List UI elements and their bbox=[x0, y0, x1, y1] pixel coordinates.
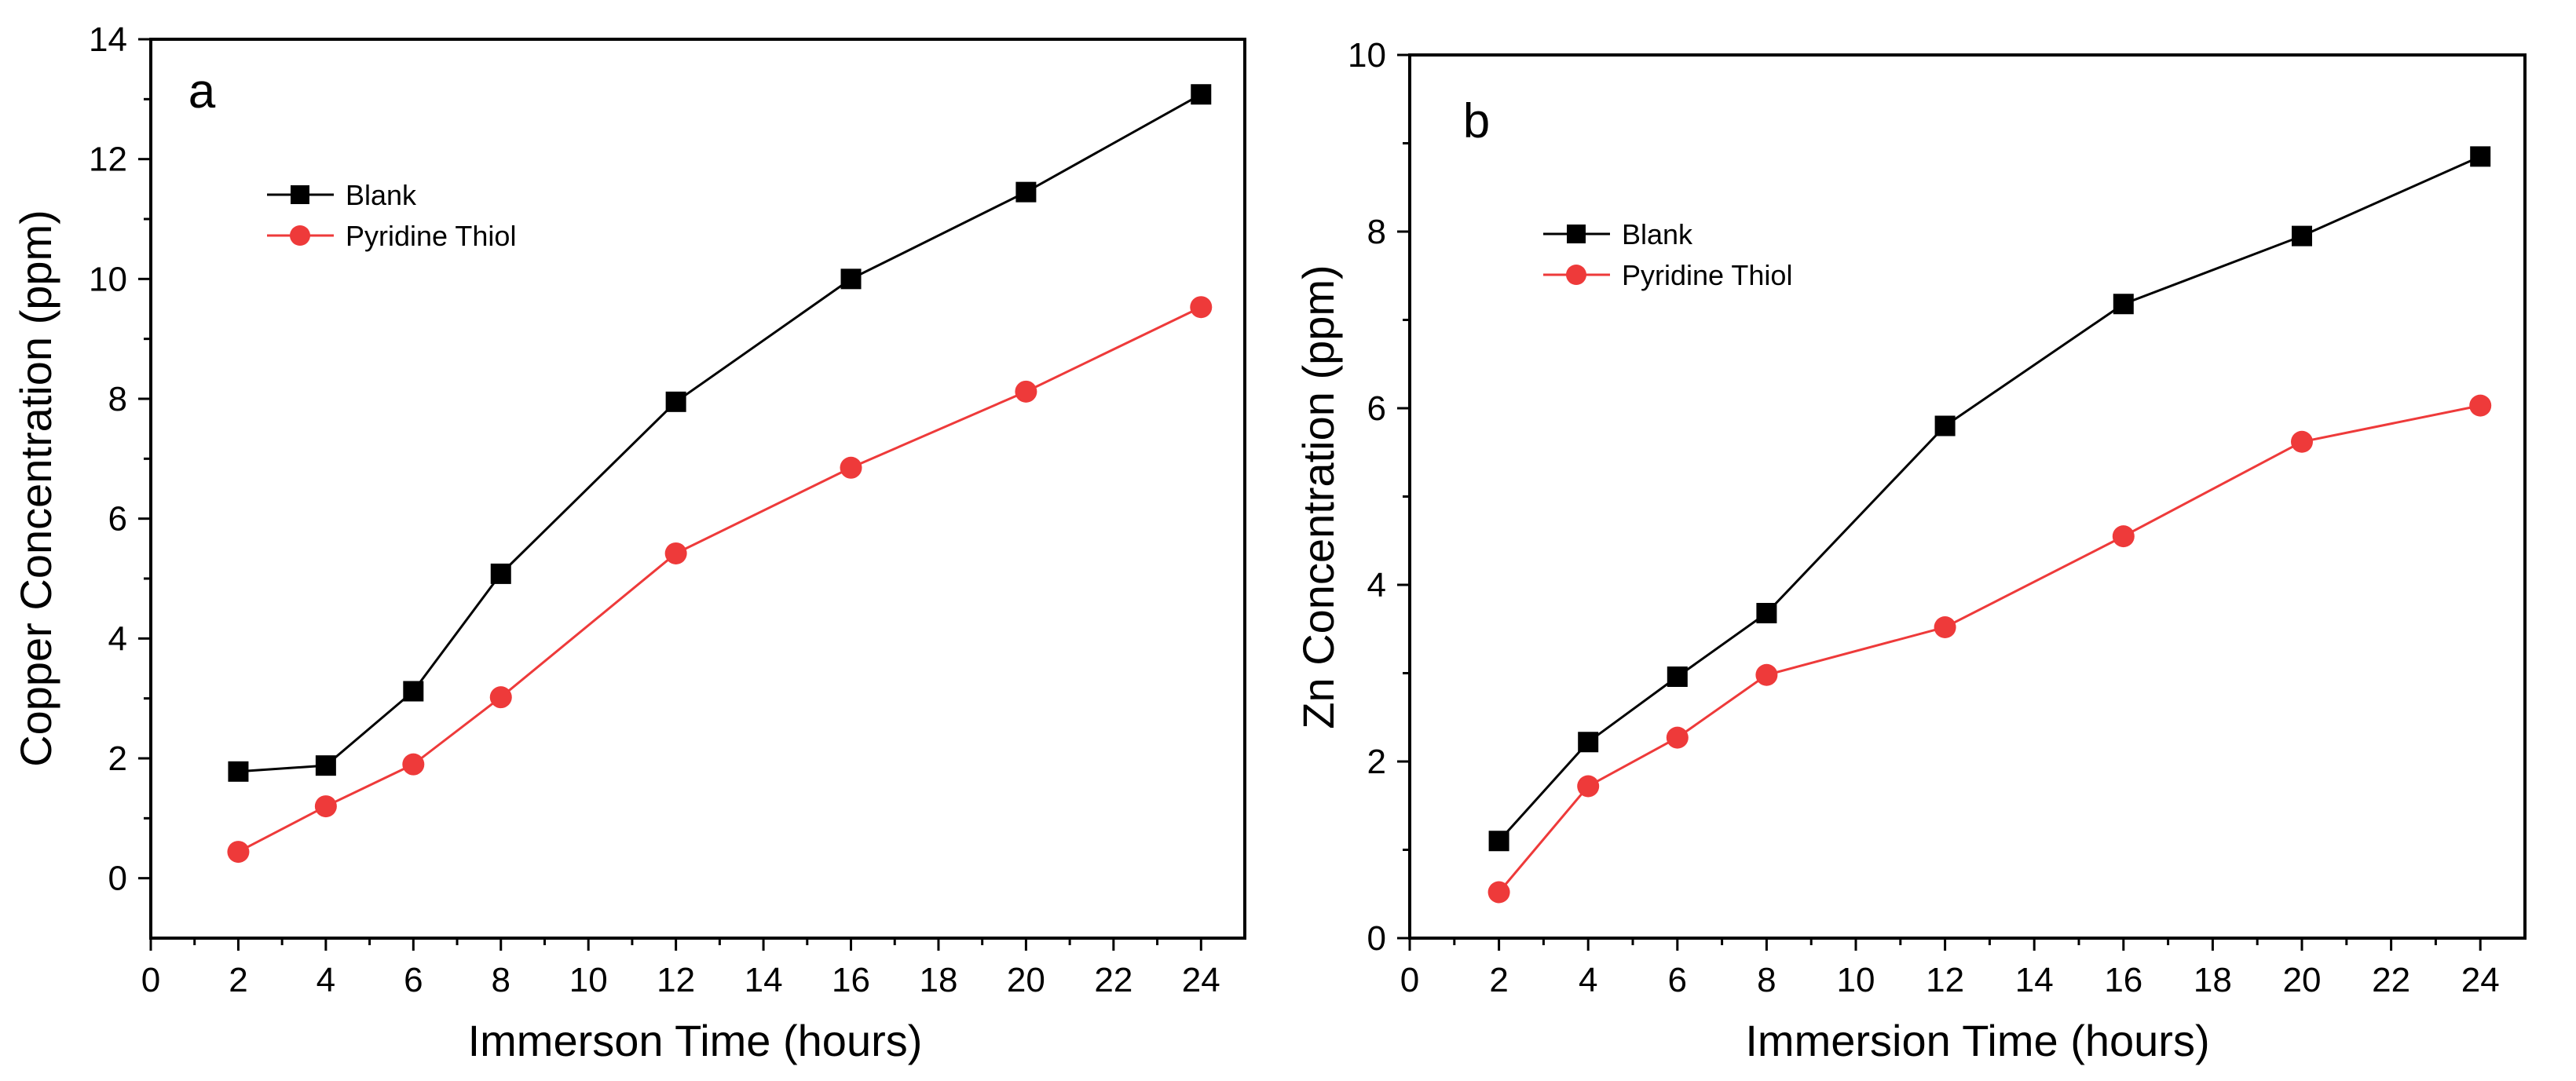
data-point-blank bbox=[490, 563, 511, 584]
data-point-pyridine-thiol bbox=[664, 542, 687, 564]
x-tick-label: 2 bbox=[1489, 961, 1508, 999]
data-point-blank bbox=[2113, 294, 2134, 315]
x-tick-label: 6 bbox=[404, 961, 423, 999]
data-point-pyridine-thiol bbox=[314, 795, 337, 818]
x-tick-label: 20 bbox=[1007, 961, 1045, 999]
data-point-pyridine-thiol bbox=[1577, 775, 1600, 798]
data-point-blank bbox=[1934, 415, 1956, 436]
data-point-blank bbox=[315, 755, 336, 776]
chart-panel-a: 0 2 4 6 8 10 12 14 16 18 20 22 2402468101214Immerson… bbox=[11, 20, 1246, 1065]
data-point-pyridine-thiol bbox=[1190, 296, 1213, 319]
data-point-blank bbox=[665, 391, 686, 412]
x-tick-label: 4 bbox=[317, 961, 335, 999]
data-point-blank bbox=[228, 761, 249, 782]
panel-label: a bbox=[188, 64, 216, 119]
data-point-pyridine-thiol bbox=[2291, 430, 2313, 453]
data-point-pyridine-thiol bbox=[1666, 726, 1689, 749]
y-tick-label: 0 bbox=[108, 860, 127, 898]
data-point-blank bbox=[2470, 146, 2491, 167]
y-tick-label: 8 bbox=[1367, 213, 1386, 251]
x-tick-label: 24 bbox=[1182, 961, 1220, 999]
y-tick-label: 4 bbox=[1367, 566, 1386, 604]
data-point-blank bbox=[403, 681, 424, 702]
series-line-pyridine-thiol bbox=[237, 305, 1202, 853]
legend-marker-blank bbox=[1567, 225, 1586, 243]
x-tick-label: 12 bbox=[1926, 961, 1964, 999]
data-point-pyridine-thiol bbox=[402, 753, 425, 776]
data-point-pyridine-thiol bbox=[1487, 881, 1510, 904]
x-tick-label: 18 bbox=[2194, 961, 2232, 999]
series-line-blank bbox=[238, 93, 1202, 773]
x-axis-title: Immersion Time (hours) bbox=[1745, 1016, 2209, 1065]
legend-label-blank: Blank bbox=[1622, 218, 1693, 250]
data-point-blank bbox=[1578, 732, 1599, 753]
data-point-pyridine-thiol bbox=[840, 456, 862, 479]
x-tick-label: 12 bbox=[657, 961, 695, 999]
x-tick-label: 24 bbox=[2461, 961, 2500, 999]
x-tick-label: 16 bbox=[2104, 961, 2142, 999]
data-point-blank bbox=[2292, 225, 2312, 247]
data-point-pyridine-thiol bbox=[489, 686, 512, 709]
y-tick-label: 0 bbox=[1367, 919, 1386, 958]
x-tick-label: 16 bbox=[832, 961, 870, 999]
data-point-blank bbox=[1488, 831, 1509, 852]
series-line-pyridine-thiol bbox=[1498, 404, 2481, 893]
data-point-blank bbox=[1756, 603, 1777, 623]
legend-marker-blank bbox=[291, 185, 309, 204]
data-point-pyridine-thiol bbox=[227, 841, 250, 864]
x-tick-label: 8 bbox=[1757, 961, 1776, 999]
legend-label-blank: Blank bbox=[346, 179, 417, 211]
legend-marker-pyridine-thiol bbox=[1566, 265, 1586, 285]
data-point-pyridine-thiol bbox=[1015, 380, 1037, 403]
y-tick-label: 4 bbox=[108, 619, 127, 658]
x-tick-label: 0 bbox=[1400, 961, 1419, 999]
data-point-blank bbox=[1015, 181, 1037, 203]
series-line-blank bbox=[1498, 155, 2481, 842]
y-tick-label: 6 bbox=[108, 500, 127, 539]
legend-label-pyridine-thiol: Pyridine Thiol bbox=[346, 220, 516, 252]
x-tick-label: 8 bbox=[492, 961, 510, 999]
plot-frame bbox=[149, 38, 1246, 940]
x-tick-label: 20 bbox=[2283, 961, 2322, 999]
data-point-blank bbox=[840, 268, 862, 290]
y-tick-label: 10 bbox=[1348, 36, 1386, 75]
y-tick-label: 10 bbox=[89, 260, 127, 298]
x-tick-label: 22 bbox=[1094, 961, 1132, 999]
x-tick-label: 2 bbox=[229, 961, 247, 999]
legend-label-pyridine-thiol: Pyridine Thiol bbox=[1622, 259, 1792, 291]
legend-marker-pyridine-thiol bbox=[290, 225, 310, 246]
x-tick-label: 14 bbox=[745, 961, 783, 999]
panel-label: b bbox=[1463, 94, 1490, 148]
x-tick-label: 22 bbox=[2372, 961, 2410, 999]
y-axis-title: Copper Concentration (ppm) bbox=[11, 210, 60, 767]
y-tick-label: 14 bbox=[89, 20, 127, 59]
x-tick-label: 6 bbox=[1668, 961, 1687, 999]
x-tick-label: 0 bbox=[141, 961, 160, 999]
y-tick-label: 8 bbox=[108, 380, 127, 418]
x-axis-title: Immerson Time (hours) bbox=[468, 1016, 923, 1065]
data-point-pyridine-thiol bbox=[2112, 525, 2135, 548]
plot-frame bbox=[1408, 53, 2527, 940]
x-tick-label: 14 bbox=[2015, 961, 2054, 999]
x-tick-label: 4 bbox=[1579, 961, 1597, 999]
y-tick-label: 2 bbox=[108, 740, 127, 778]
data-point-pyridine-thiol bbox=[1755, 663, 1778, 686]
x-tick-label: 10 bbox=[1837, 961, 1875, 999]
y-tick-label: 6 bbox=[1367, 389, 1386, 428]
y-tick-label: 2 bbox=[1367, 743, 1386, 781]
data-point-pyridine-thiol bbox=[2469, 394, 2492, 417]
x-tick-label: 18 bbox=[919, 961, 957, 999]
data-point-pyridine-thiol bbox=[1934, 616, 1956, 638]
x-tick-label: 10 bbox=[569, 961, 608, 999]
y-axis-title: Zn Concentration (ppm) bbox=[1293, 265, 1343, 729]
y-tick-label: 12 bbox=[89, 141, 127, 179]
data-point-blank bbox=[1667, 666, 1688, 687]
data-point-blank bbox=[1191, 84, 1212, 105]
